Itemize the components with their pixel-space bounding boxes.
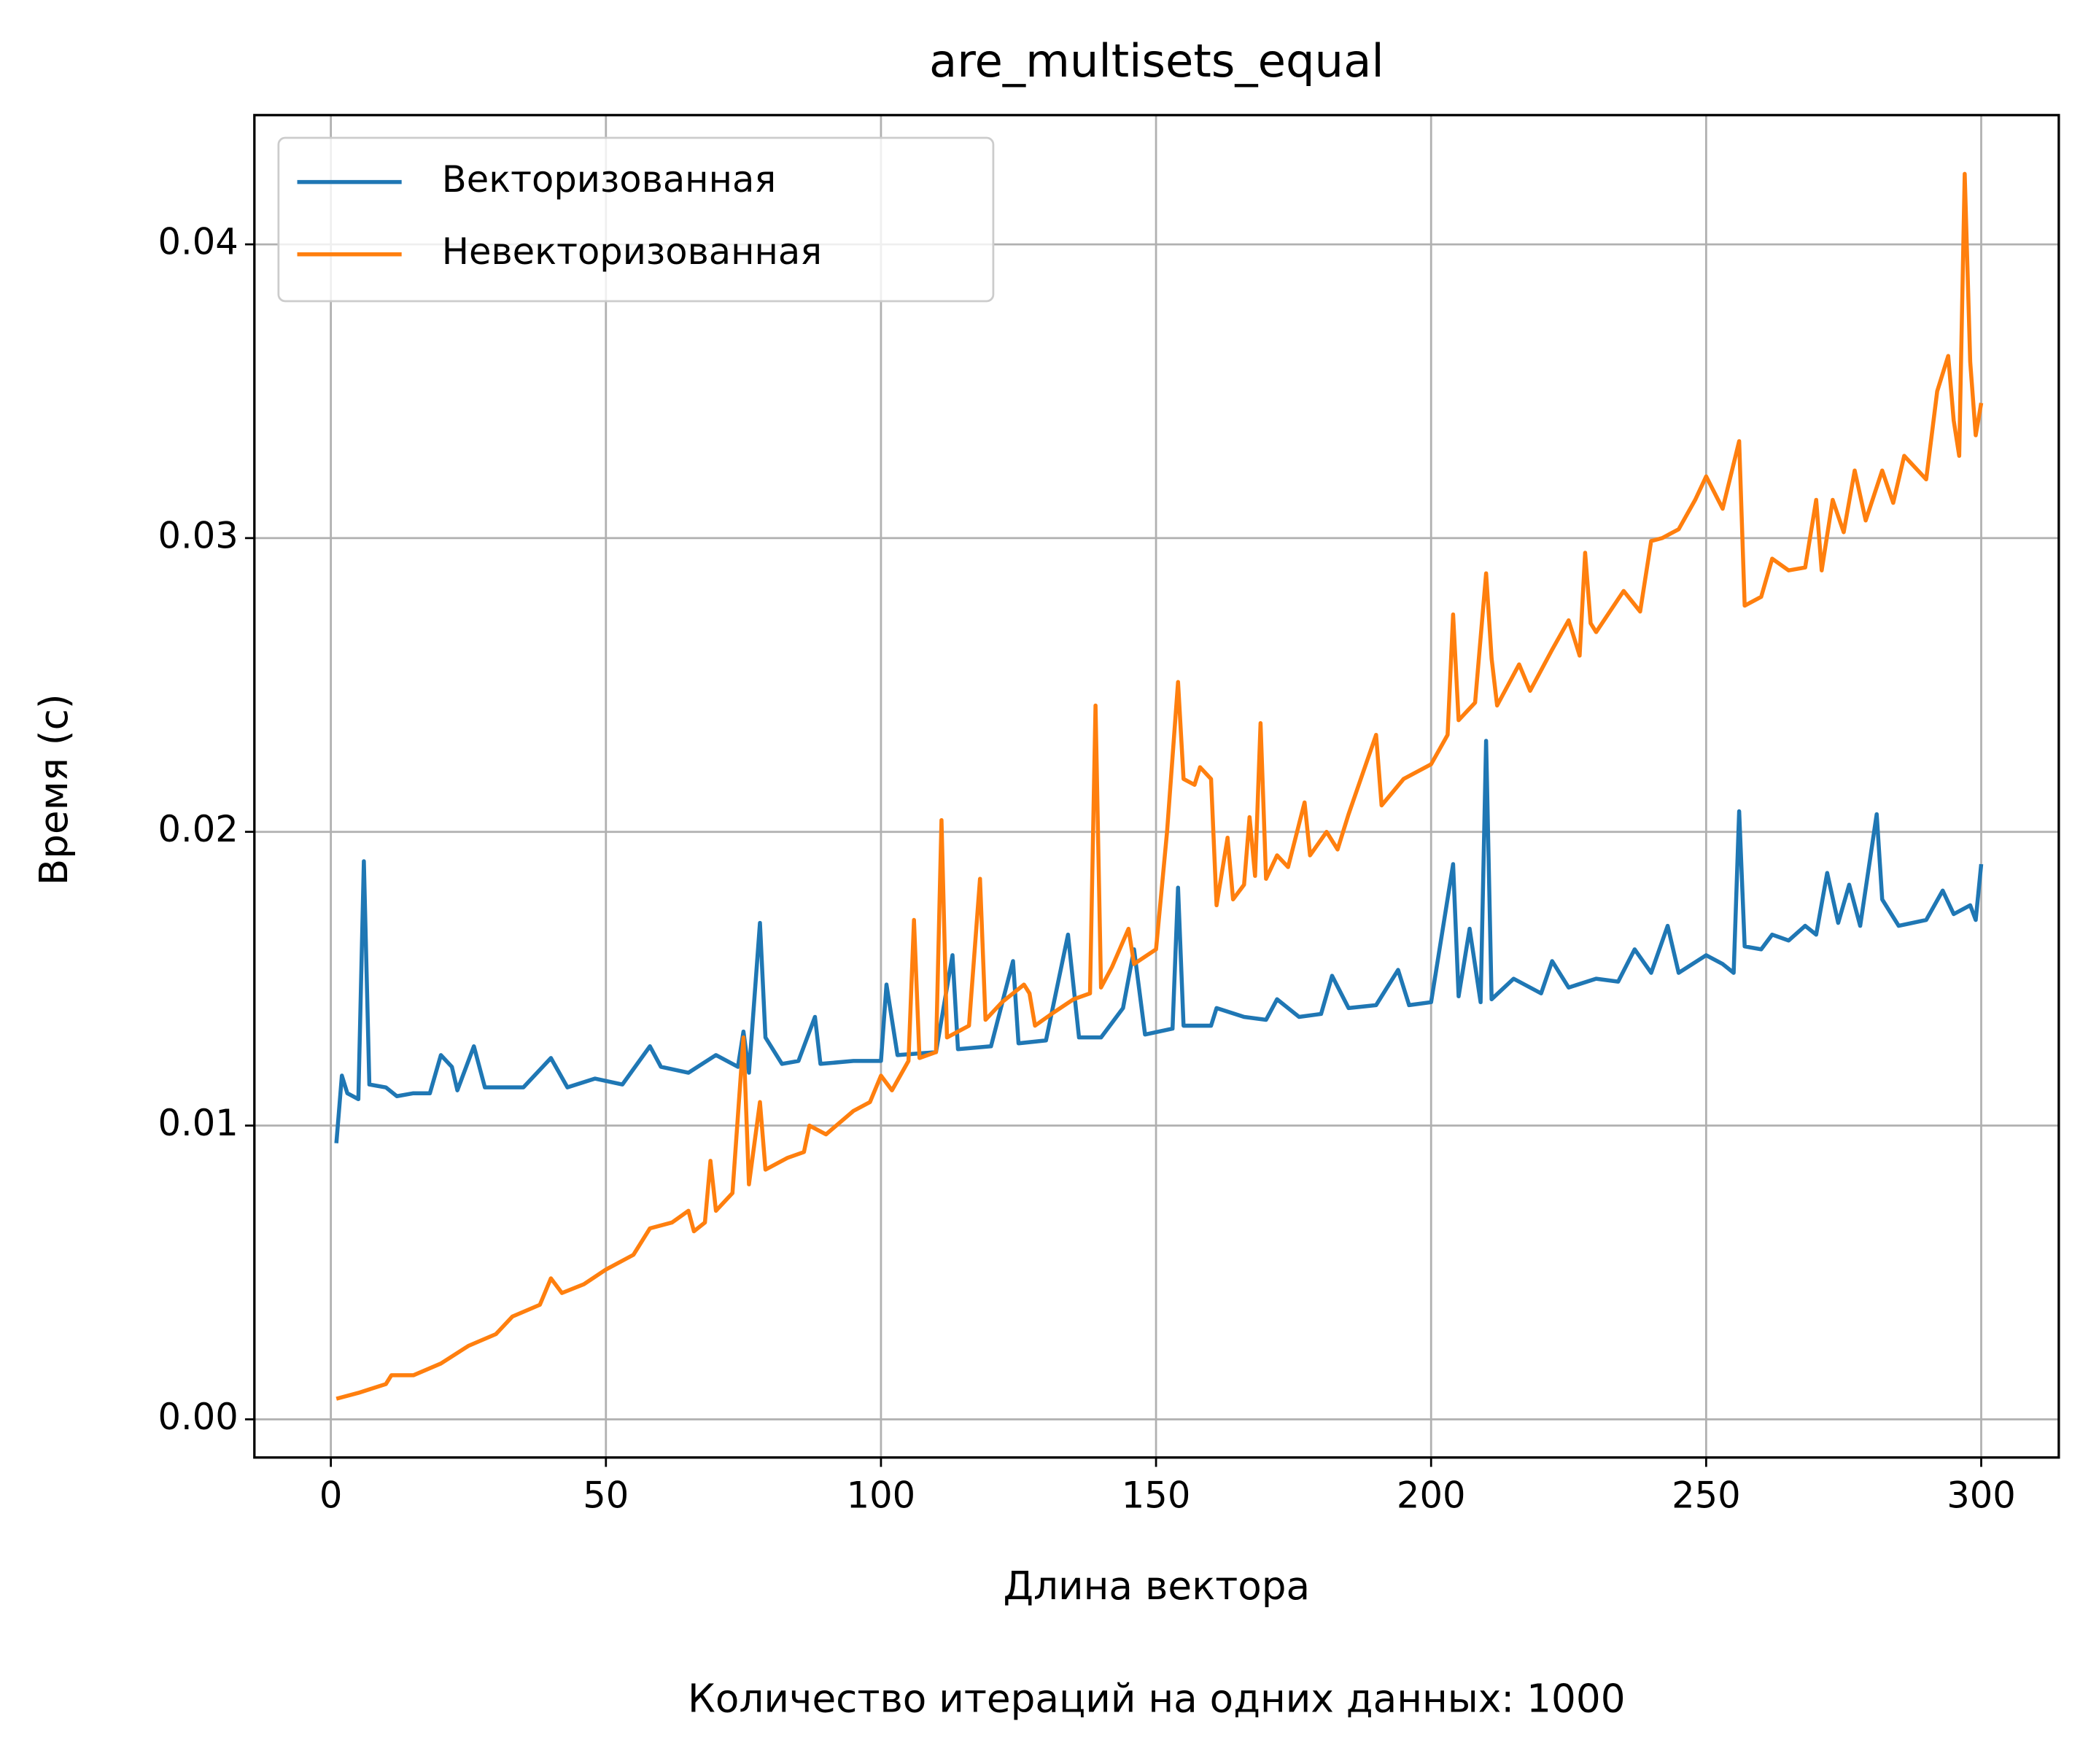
legend: Векторизованная Невекторизованная — [277, 136, 995, 303]
legend-box — [277, 136, 995, 303]
x-tick-label: 250 — [1672, 1474, 1741, 1516]
x-tick-label: 50 — [583, 1474, 629, 1516]
x-axis-label: Длина вектора — [1003, 1563, 1310, 1609]
legend-label: Невекторизованная — [442, 230, 822, 273]
y-tick-label: 0.04 — [158, 221, 238, 263]
x-tick-label: 200 — [1397, 1474, 1466, 1516]
y-tick-label: 0.03 — [158, 514, 238, 556]
series-line — [335, 171, 1984, 1401]
y-tick-label: 0.00 — [158, 1396, 238, 1438]
x-tick-label: 300 — [1947, 1474, 2016, 1516]
legend-label: Векторизованная — [442, 158, 776, 201]
y-tick-label: 0.02 — [158, 808, 238, 850]
footer-note: Количество итераций на одних данных: 100… — [688, 1676, 1626, 1721]
x-tick-label: 0 — [319, 1474, 343, 1516]
x-tick-label: 100 — [847, 1474, 916, 1516]
y-tick-label: 0.01 — [158, 1102, 238, 1144]
series-line — [334, 739, 1984, 1143]
x-tick-label: 150 — [1122, 1474, 1191, 1516]
chart-title: are_multisets_equal — [929, 34, 1384, 88]
grid — [254, 114, 2059, 1458]
plot-frame — [253, 114, 2060, 1459]
y-axis-label: Время (с) — [31, 693, 77, 885]
